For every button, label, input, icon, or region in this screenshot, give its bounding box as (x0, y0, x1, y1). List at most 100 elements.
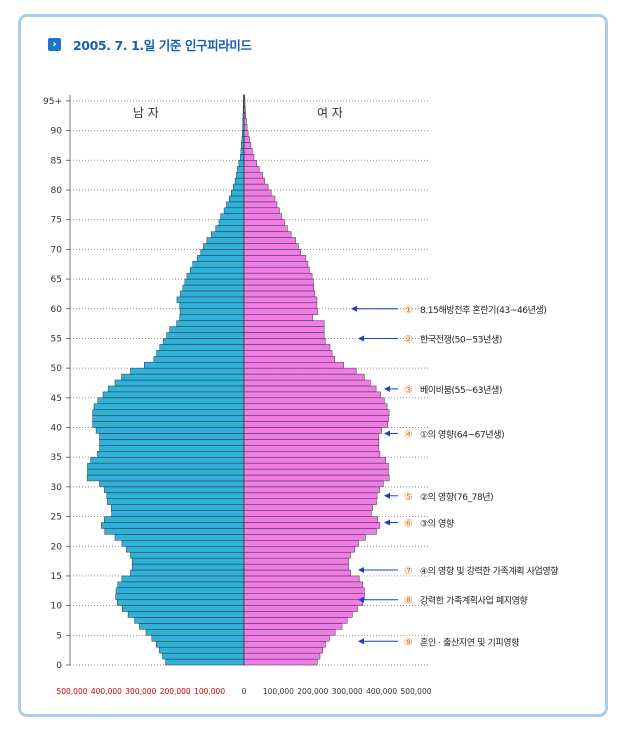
female-label: 여 자 (317, 106, 343, 120)
male-bar (241, 142, 245, 149)
male-bar (130, 367, 245, 375)
male-bar (179, 314, 245, 321)
female-bar (243, 462, 389, 470)
male-bar (107, 385, 245, 393)
male-bar (114, 534, 245, 541)
annotation-arrowhead (351, 305, 357, 312)
female-bar (243, 255, 307, 262)
male-bar (180, 290, 245, 298)
male-bar (114, 379, 245, 387)
female-bar (243, 290, 316, 298)
female-bar (243, 118, 247, 125)
male-bar (131, 557, 245, 565)
female-bar (243, 563, 349, 571)
male-bar (234, 177, 245, 185)
male-bar (104, 486, 245, 494)
annotation-arrowhead (358, 335, 364, 342)
female-bar (243, 332, 325, 339)
female-bar (243, 391, 381, 399)
male-bar (145, 629, 245, 636)
male-bar (131, 563, 245, 571)
male-bar (92, 415, 245, 422)
male-bar (121, 605, 245, 612)
male-bar (223, 207, 245, 214)
male-bar (203, 243, 245, 250)
male-bar (179, 308, 245, 315)
female-bar (243, 243, 299, 250)
x-tick-label-right: 300,000 (332, 687, 363, 696)
male-bar (190, 266, 245, 274)
female-bar (243, 314, 314, 321)
female-bar (243, 326, 325, 333)
female-bar (243, 379, 371, 387)
male-bar (239, 154, 245, 161)
female-bar (243, 474, 390, 482)
x-tick-label-right: 100,000 (263, 687, 294, 696)
male-bar (126, 546, 245, 553)
male-bar (241, 136, 245, 143)
annotation-arrowhead (384, 430, 390, 437)
male-bar (206, 237, 245, 244)
male-bar (162, 652, 245, 660)
annotation-text: 한국전쟁(50~53년생) (420, 334, 502, 345)
female-bar (243, 166, 260, 173)
y-tick-label: 15 (51, 572, 62, 582)
annotation-number: ⑨ (404, 637, 413, 648)
female-bar (243, 136, 250, 143)
x-tick-label-right: 500,000 (400, 687, 431, 696)
y-tick-label: 75 (51, 216, 62, 226)
annotation-number: ④ (404, 429, 413, 440)
annotation-text: ②의 영향(76_78년) (420, 491, 493, 503)
female-bar (243, 546, 355, 553)
male-bar (127, 611, 245, 618)
annotation-number: ⑥ (404, 519, 413, 530)
male-bar (111, 510, 245, 517)
male-bar (106, 492, 245, 499)
male-bar (92, 409, 245, 416)
x-tick-label-left: 100,000 (194, 687, 225, 696)
female-bar (243, 587, 365, 594)
male-bar (90, 456, 245, 464)
male-bar (176, 320, 245, 327)
female-bar (243, 540, 359, 547)
male-label: 남 자 (133, 106, 159, 120)
y-tick-label: 85 (51, 156, 62, 166)
female-bar (243, 635, 330, 642)
female-bar (243, 207, 280, 214)
female-bar (243, 629, 336, 636)
y-tick-label: 5 (56, 631, 62, 641)
x-tick-label-right: 400,000 (366, 687, 397, 696)
male-bar (165, 658, 245, 666)
female-bar (243, 646, 324, 654)
male-bar (162, 338, 245, 345)
male-bar (104, 516, 245, 523)
y-tick-label: 40 (51, 424, 63, 434)
male-bar (156, 641, 245, 648)
female-bar (243, 189, 272, 197)
male-bar (182, 284, 245, 292)
female-bar (243, 427, 382, 434)
annotation-arrowhead (384, 519, 390, 526)
female-bar (243, 575, 360, 583)
male-bar (110, 504, 245, 511)
male-bar (151, 635, 245, 642)
female-bar (243, 302, 318, 309)
male-bar (226, 201, 245, 209)
male-bar (115, 593, 245, 600)
male-bar (153, 356, 245, 363)
female-bar (243, 183, 269, 191)
y-tick-label: 65 (51, 275, 62, 285)
female-bar (243, 367, 357, 375)
female-bar (243, 195, 276, 203)
annotation-text: 혼인 · 출산지연 및 기피영향 (420, 636, 519, 648)
female-bar (243, 581, 363, 589)
annotation-arrowhead (358, 596, 364, 603)
female-bar (243, 338, 326, 345)
female-bar (243, 154, 255, 161)
male-bar (169, 326, 245, 333)
female-bar (243, 451, 381, 458)
female-bar (243, 569, 351, 577)
female-bar (243, 397, 385, 404)
y-tick-label: 0 (56, 661, 62, 671)
female-bar (243, 486, 380, 494)
